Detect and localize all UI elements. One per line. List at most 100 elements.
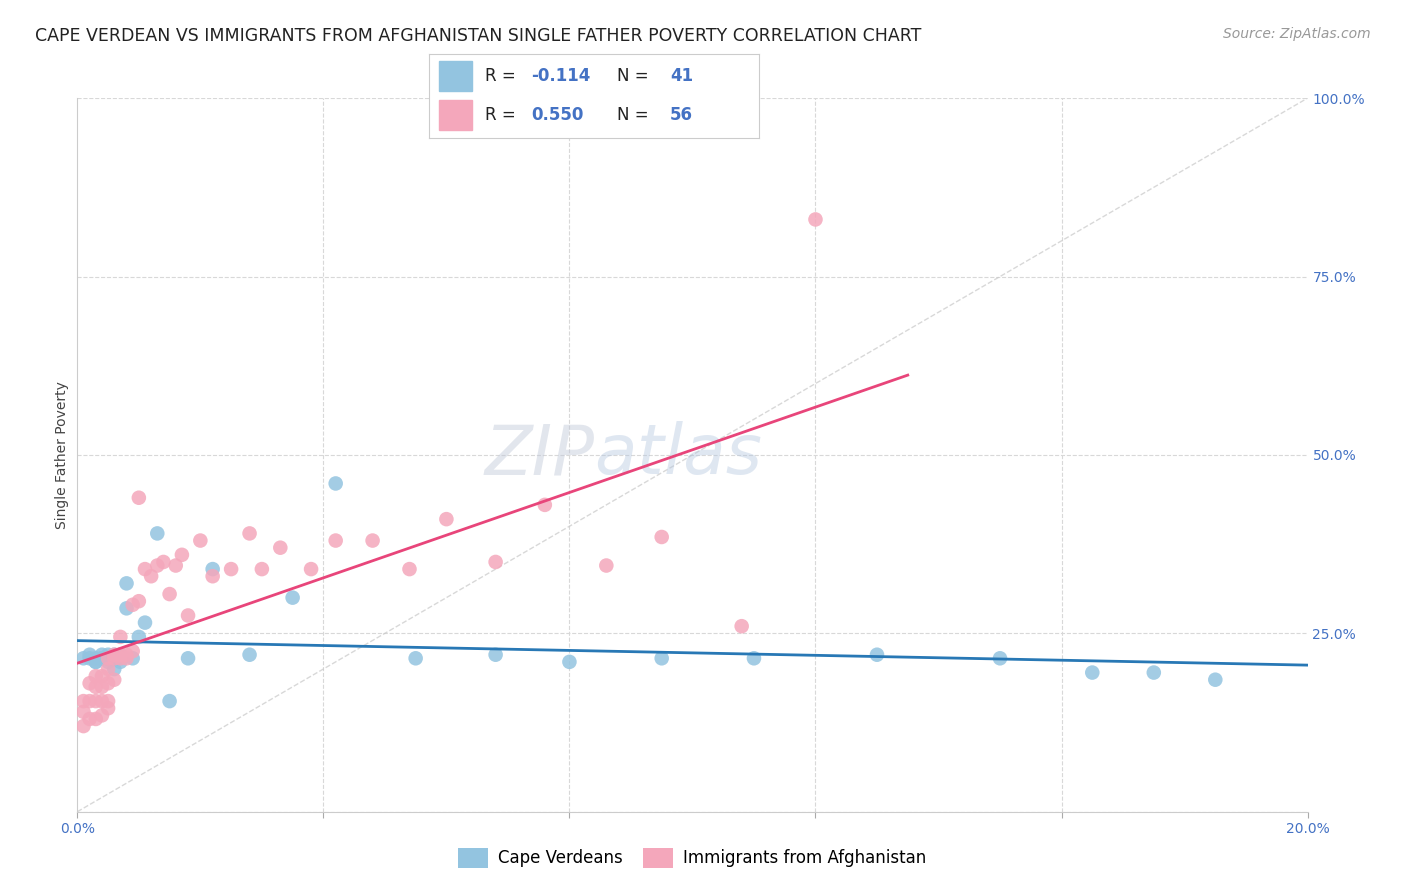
Point [1081,665,1104,680]
Point [103,648,125,662]
Text: 0.550: 0.550 [531,106,583,124]
Point [97,662,120,676]
Point [325,533,347,548]
Point [84,680,107,694]
Point [146,526,169,541]
Point [121,651,143,665]
Text: -0.114: -0.114 [531,67,591,85]
Point [84,655,107,669]
Point [128,491,150,505]
Point [84,712,107,726]
Text: R =: R = [485,106,522,124]
Point [90,651,114,665]
Point [731,619,754,633]
Text: Source: ZipAtlas.com: Source: ZipAtlas.com [1223,27,1371,41]
Point [97,655,120,669]
Point [325,476,347,491]
Point [146,558,169,573]
Point [1143,665,1166,680]
Point [97,651,120,665]
Point [72,694,94,708]
Point [177,608,200,623]
Point [201,562,224,576]
Point [405,651,427,665]
Point [97,701,120,715]
Point [188,533,212,548]
Point [804,212,827,227]
Point [115,651,138,665]
Point [201,569,224,583]
Point [110,655,132,669]
Point [103,648,125,662]
Point [97,676,120,690]
Point [79,712,101,726]
Point [558,655,581,669]
Point [84,669,107,683]
Point [269,541,291,555]
Point [436,512,458,526]
Point [110,648,132,662]
Point [97,694,120,708]
Point [134,562,156,576]
Legend: Cape Verdeans, Immigrants from Afghanistan: Cape Verdeans, Immigrants from Afghanist… [451,841,934,875]
Point [651,651,673,665]
Point [79,676,101,690]
Point [159,694,181,708]
Point [115,576,138,591]
Point [84,655,107,669]
Point [103,662,125,676]
Point [97,651,120,665]
Point [485,555,508,569]
Point [84,651,107,665]
Point [121,644,143,658]
Point [115,601,138,615]
Point [97,648,120,662]
Point [110,648,132,662]
Point [90,694,114,708]
Point [165,558,187,573]
Bar [439,62,472,91]
Point [128,630,150,644]
Point [90,651,114,665]
Text: ZIP: ZIP [484,421,595,489]
Point [398,562,420,576]
Point [72,651,94,665]
Point [110,630,132,644]
Point [79,648,101,662]
Point [134,615,156,630]
Point [128,594,150,608]
Point [170,548,193,562]
Point [152,555,174,569]
Point [97,651,120,665]
Text: CAPE VERDEAN VS IMMIGRANTS FROM AFGHANISTAN SINGLE FATHER POVERTY CORRELATION CH: CAPE VERDEAN VS IMMIGRANTS FROM AFGHANIS… [35,27,921,45]
Point [1204,673,1226,687]
Point [866,648,889,662]
Point [534,498,557,512]
Text: 41: 41 [671,67,693,85]
Point [281,591,304,605]
Point [90,708,114,723]
Point [595,558,617,573]
Point [90,669,114,683]
Point [239,648,262,662]
Point [103,673,125,687]
Y-axis label: Single Father Poverty: Single Father Poverty [55,381,69,529]
Point [110,651,132,665]
Point [79,651,101,665]
Point [79,694,101,708]
Text: N =: N = [617,106,654,124]
Point [742,651,765,665]
Point [177,651,200,665]
Text: N =: N = [617,67,654,85]
Point [141,569,163,583]
Point [651,530,673,544]
Point [121,598,143,612]
Point [115,648,138,662]
Point [84,694,107,708]
Bar [439,100,472,130]
Point [103,651,125,665]
Point [485,648,508,662]
Point [90,680,114,694]
Point [110,651,132,665]
Text: R =: R = [485,67,522,85]
